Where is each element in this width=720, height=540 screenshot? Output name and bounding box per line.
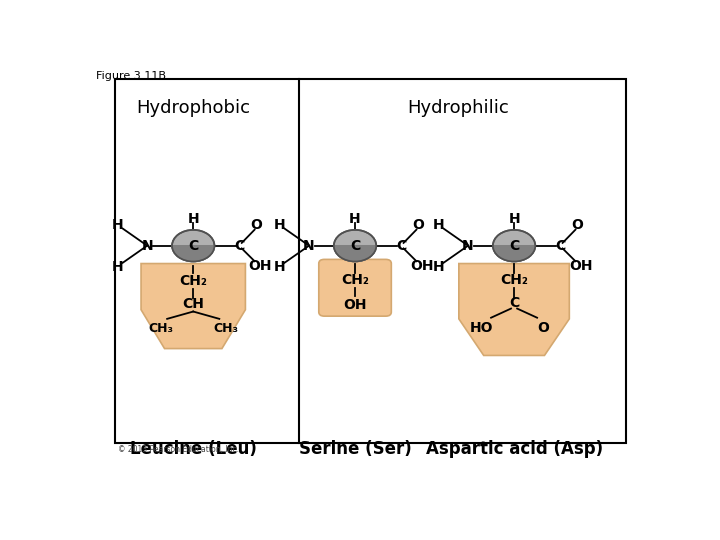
Text: OH: OH: [569, 259, 593, 273]
Text: OH: OH: [410, 259, 433, 273]
Wedge shape: [334, 246, 377, 261]
Text: © 2013 Pearson Education, Inc.: © 2013 Pearson Education, Inc.: [118, 446, 239, 454]
Text: H: H: [508, 212, 520, 226]
Text: Hydrophobic: Hydrophobic: [136, 99, 251, 118]
Text: CH₂: CH₂: [500, 273, 528, 287]
Text: C: C: [509, 296, 519, 310]
Polygon shape: [459, 264, 570, 355]
Text: Hydrophilic: Hydrophilic: [408, 99, 509, 118]
Text: H: H: [349, 212, 361, 226]
Text: Serine (Ser): Serine (Ser): [299, 441, 411, 458]
Text: H: H: [112, 218, 124, 232]
Text: N: N: [462, 239, 474, 253]
Text: O: O: [251, 218, 262, 232]
Text: Aspartic acid (Asp): Aspartic acid (Asp): [426, 441, 603, 458]
Text: H: H: [187, 212, 199, 226]
Text: CH: CH: [182, 297, 204, 311]
Text: H: H: [112, 260, 124, 274]
Wedge shape: [493, 246, 535, 261]
Text: C: C: [188, 239, 198, 253]
Text: N: N: [141, 239, 153, 253]
Text: Leucine (Leu): Leucine (Leu): [130, 441, 256, 458]
Text: HO: HO: [470, 321, 494, 335]
Text: CH₂: CH₂: [341, 273, 369, 287]
Text: C: C: [555, 239, 565, 253]
Text: C: C: [509, 239, 519, 253]
Text: OH: OH: [248, 259, 271, 273]
Text: C: C: [396, 239, 406, 253]
Text: Figure 3.11B: Figure 3.11B: [96, 71, 166, 81]
Circle shape: [172, 230, 215, 261]
Text: C: C: [234, 239, 244, 253]
Text: CH₂: CH₂: [179, 274, 207, 288]
FancyBboxPatch shape: [115, 79, 626, 443]
Text: C: C: [350, 239, 360, 253]
Text: H: H: [274, 260, 286, 274]
Text: O: O: [412, 218, 424, 232]
Text: H: H: [433, 260, 445, 274]
Circle shape: [334, 230, 377, 261]
Text: CH₃: CH₃: [148, 321, 174, 334]
Text: H: H: [274, 218, 286, 232]
FancyBboxPatch shape: [319, 259, 392, 316]
Circle shape: [493, 230, 535, 261]
Text: H: H: [433, 218, 445, 232]
Text: O: O: [571, 218, 583, 232]
Text: O: O: [537, 321, 549, 335]
Polygon shape: [141, 264, 246, 349]
Text: OH: OH: [343, 298, 366, 312]
Text: N: N: [303, 239, 315, 253]
Text: CH₃: CH₃: [213, 321, 238, 334]
Wedge shape: [172, 246, 215, 261]
